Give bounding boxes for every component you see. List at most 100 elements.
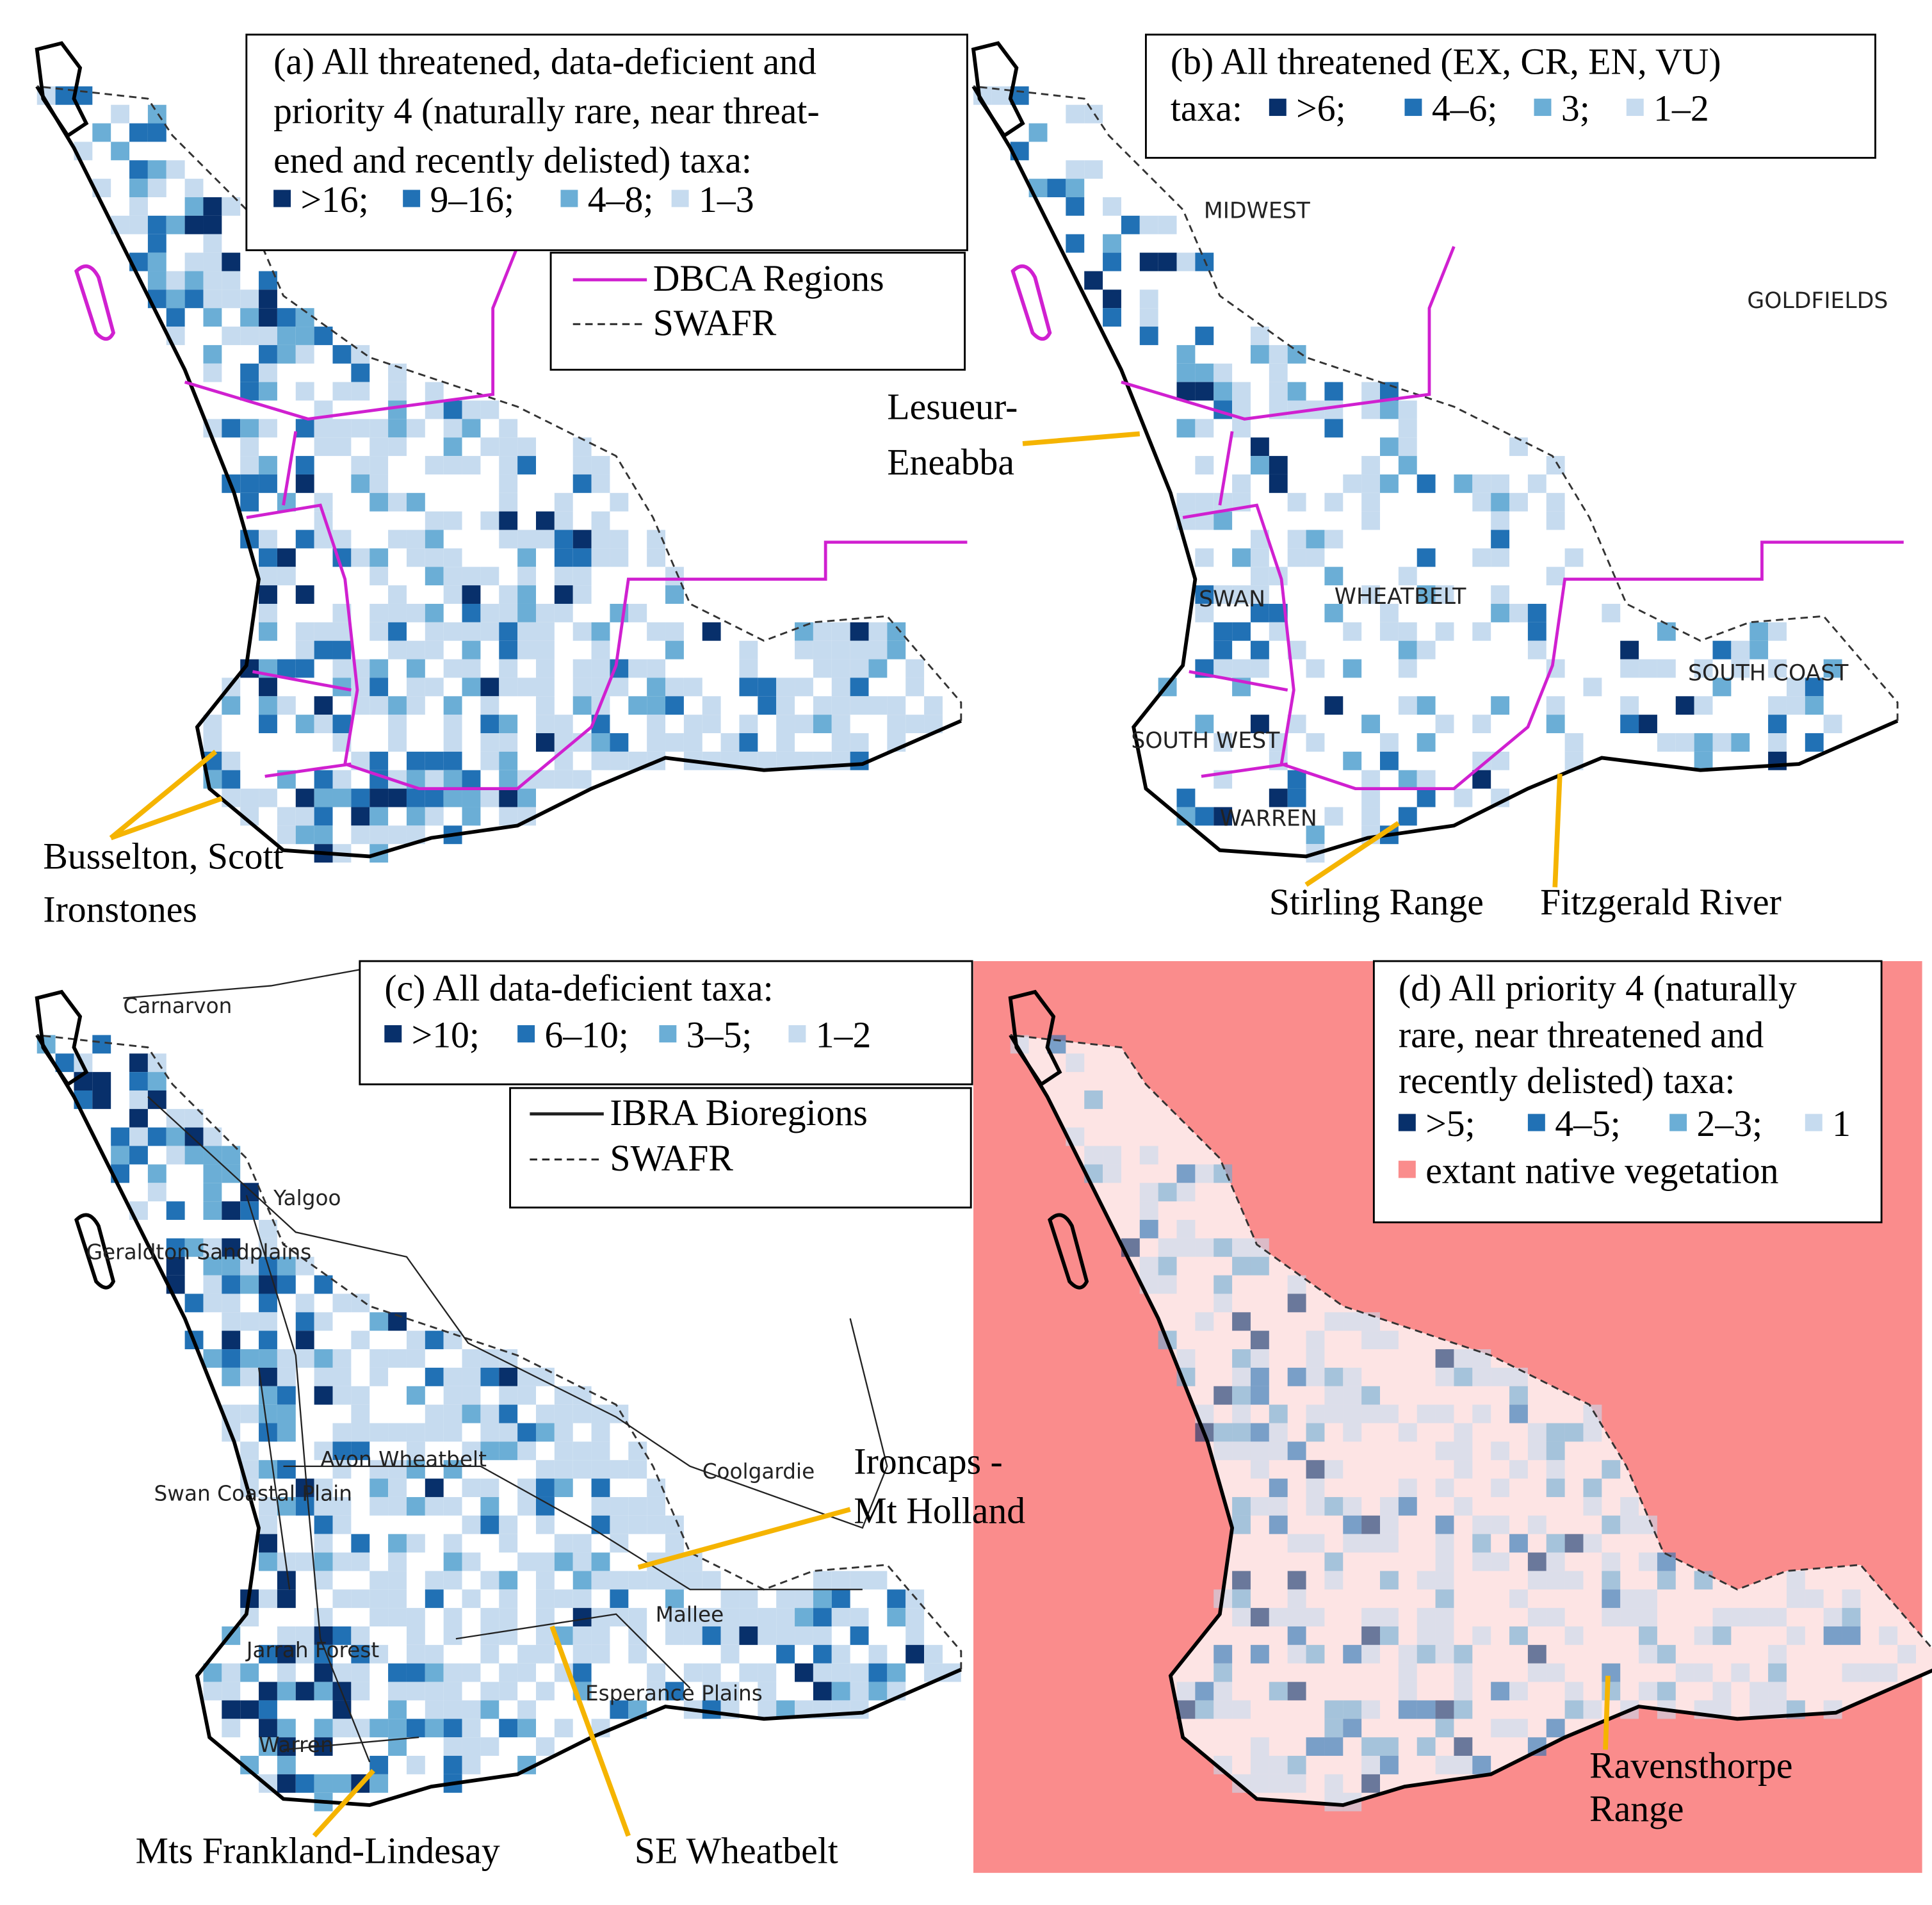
- grid-cell: [1324, 1460, 1343, 1479]
- grid-cell: [1269, 622, 1288, 641]
- grid-cell: [406, 1460, 425, 1479]
- grid-cell: [702, 715, 721, 734]
- grid-cell: [1176, 1682, 1196, 1701]
- grid-cell: [1361, 1626, 1380, 1645]
- map-panel: [35, 41, 968, 863]
- grid-cell: [388, 1682, 407, 1701]
- grid-cell: [572, 456, 592, 474]
- grid-cell: [351, 677, 370, 697]
- grid-cell: [831, 640, 850, 660]
- grid-cell: [1417, 1404, 1436, 1423]
- grid-cell: [462, 456, 481, 474]
- grid-cell: [203, 1275, 222, 1294]
- grid-cell: [1546, 1552, 1565, 1571]
- grid-cell: [259, 1312, 277, 1331]
- grid-cell: [480, 1626, 499, 1645]
- swafr-boundary: [37, 85, 962, 721]
- grid-cell: [572, 1571, 592, 1590]
- grid-cell: [184, 1238, 204, 1257]
- grid-cell: [259, 474, 277, 493]
- grid-cell: [1491, 696, 1510, 715]
- legend-title: (d) All priority 4 (naturally: [1399, 969, 1797, 1009]
- grid-cell: [1250, 1441, 1269, 1461]
- grid-cell: [1472, 1404, 1491, 1423]
- grid-cell: [831, 677, 850, 697]
- grid-cell: [572, 474, 592, 493]
- grid-cell: [647, 677, 666, 697]
- grid-cell: [277, 345, 296, 364]
- grid-cell: [1084, 1090, 1103, 1109]
- grid-cell: [572, 530, 592, 549]
- grid-cell: [665, 1608, 684, 1626]
- grid-cell: [425, 456, 444, 474]
- dbca-region-boundary: [264, 762, 352, 778]
- grid-cell: [1269, 1774, 1288, 1793]
- grid-cell: [1214, 622, 1233, 641]
- grid-cell: [1343, 474, 1362, 493]
- grid-cell: [1417, 1626, 1436, 1645]
- legend-swatch: [1398, 1114, 1416, 1131]
- grid-cell: [1214, 640, 1233, 660]
- grid-cell: [554, 1719, 573, 1738]
- grid-cell: [166, 1146, 185, 1165]
- grid-cell: [517, 1700, 536, 1719]
- grid-cell: [1287, 548, 1306, 567]
- grid-cell: [166, 1127, 185, 1146]
- grid-cell: [1749, 1682, 1769, 1701]
- shark-bay: [971, 41, 1025, 138]
- grid-cell: [517, 1663, 536, 1682]
- grid-cell: [406, 1608, 425, 1626]
- grid-cell: [1564, 1626, 1584, 1645]
- dbca-region-boundary: [252, 670, 352, 692]
- grid-cell: [554, 567, 573, 586]
- grid-cell: [443, 1331, 462, 1350]
- grid-cell: [351, 807, 370, 826]
- grid-cell: [591, 1644, 610, 1664]
- grid-cell: [591, 548, 610, 567]
- grid-cell: [1527, 640, 1546, 660]
- grid-cell: [1269, 345, 1288, 364]
- dbca-region-boundary: [246, 503, 968, 790]
- grid-cell: [554, 1534, 573, 1553]
- grid-cell: [1564, 1423, 1584, 1442]
- grid-cell: [111, 142, 130, 161]
- grid-cell: [628, 659, 647, 678]
- grid-cell: [720, 1644, 740, 1664]
- grid-cell: [499, 770, 518, 789]
- grid-cell: [129, 1072, 148, 1090]
- grid-cell: [1361, 1774, 1380, 1793]
- legend-item: 2–3;: [1696, 1104, 1762, 1144]
- grid-cell: [683, 1571, 702, 1590]
- grid-cell: [277, 1737, 296, 1756]
- grid-cell: [535, 696, 555, 715]
- grid-cell: [1287, 1589, 1306, 1609]
- grid-cell: [1860, 1663, 1879, 1682]
- grid-cell: [462, 770, 481, 789]
- grid-cell: [462, 1386, 481, 1405]
- legend-entry: IBRA Bioregions: [610, 1093, 867, 1133]
- grid-cell: [1232, 1571, 1251, 1590]
- grid-cell: [1823, 1626, 1842, 1645]
- grid-cell: [462, 659, 481, 678]
- grid-cell: [480, 622, 499, 641]
- grid-cell: [1250, 1349, 1269, 1368]
- grid-cell: [1287, 530, 1306, 549]
- legend-swatch: [659, 1025, 677, 1042]
- grid-cell: [831, 1644, 850, 1664]
- grid-cell: [314, 1479, 333, 1497]
- grid-cell: [665, 622, 684, 641]
- grid-cell: [1602, 1682, 1621, 1701]
- leader-line: [549, 1625, 631, 1837]
- grid-cell: [628, 1441, 647, 1461]
- grid-cell: [222, 1719, 241, 1738]
- grid-cell: [499, 456, 518, 474]
- grid-cell: [314, 696, 333, 715]
- grid-cell: [480, 437, 499, 457]
- grid-cell: [499, 1367, 518, 1386]
- grid-cell: [277, 1682, 296, 1701]
- grid-cell: [572, 1552, 592, 1571]
- grid-cell: [1620, 1515, 1639, 1534]
- grid-cell: [295, 807, 314, 826]
- annotation: SE Wheatbelt: [635, 1831, 838, 1871]
- legend-item: >6;: [1296, 89, 1345, 129]
